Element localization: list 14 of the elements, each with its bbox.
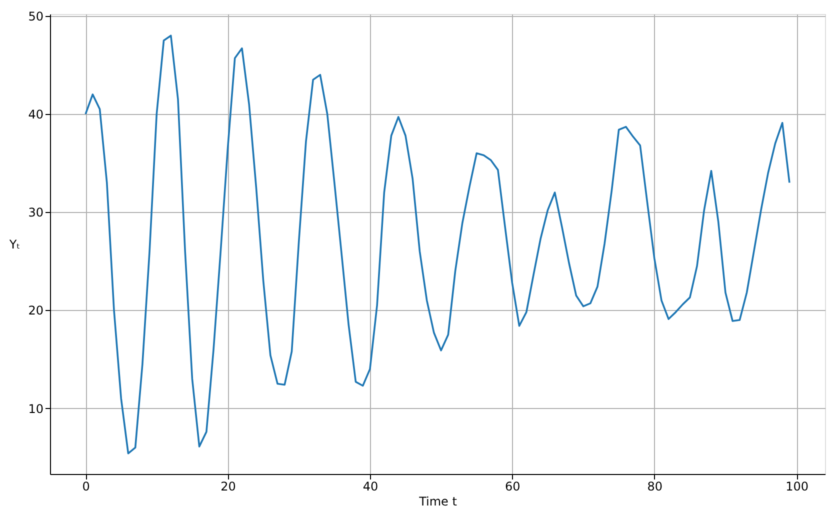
y-tick-label: 50 bbox=[28, 9, 44, 24]
x-tick-label: 0 bbox=[82, 480, 90, 494]
y-tick-label: 40 bbox=[28, 108, 44, 122]
x-tick-label: 60 bbox=[505, 480, 520, 494]
y-axis-title: Yₜ bbox=[8, 238, 20, 252]
line-series bbox=[84, 34, 790, 454]
y-tick-label: 20 bbox=[28, 304, 44, 318]
x-tick-label: 20 bbox=[220, 480, 236, 494]
x-tick-label: 80 bbox=[647, 480, 662, 494]
y-tick-label: 10 bbox=[28, 402, 44, 416]
x-axis-title: Time t bbox=[418, 494, 458, 508]
x-tick-label: 100 bbox=[786, 480, 809, 494]
x-tick-label: 40 bbox=[362, 480, 378, 494]
y-tick-label: 30 bbox=[28, 206, 44, 220]
